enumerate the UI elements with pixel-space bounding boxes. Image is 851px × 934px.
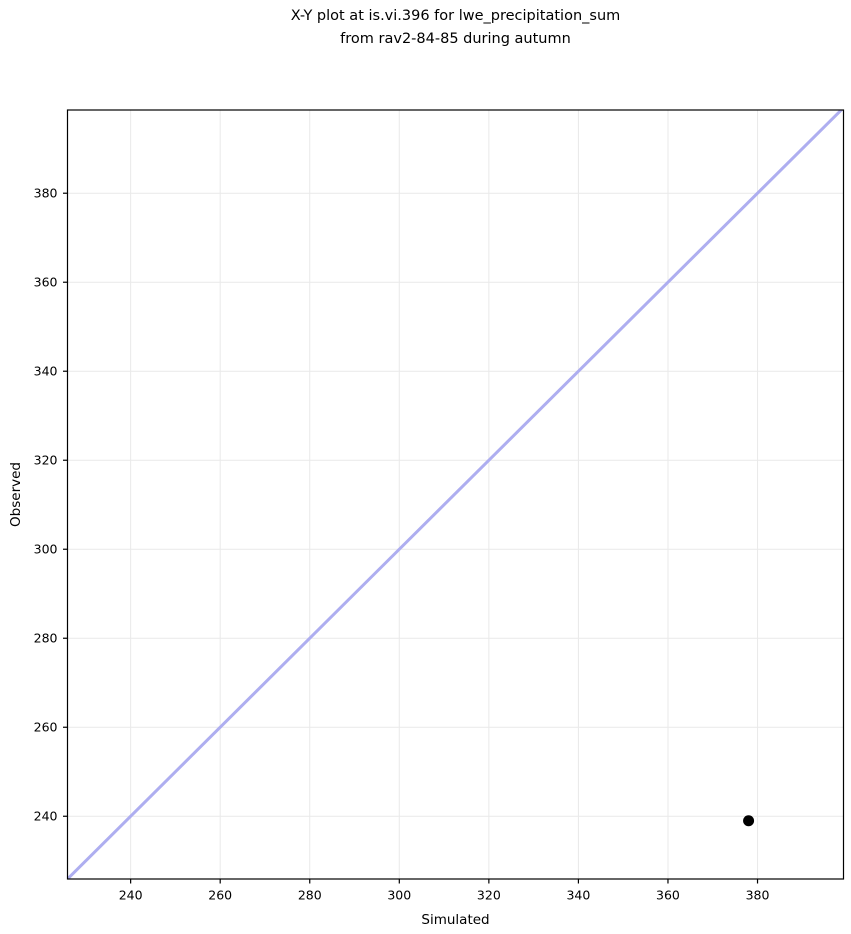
x-tick-label: 320 (477, 888, 501, 903)
y-tick-label: 360 (34, 275, 58, 290)
identity-line (67, 110, 844, 879)
y-tick-label: 240 (34, 809, 58, 824)
y-tick-label: 340 (34, 364, 58, 379)
x-tick-label: 380 (746, 888, 770, 903)
y-tick-label: 280 (34, 631, 58, 646)
x-tick-label: 300 (387, 888, 411, 903)
points-layer (743, 815, 755, 827)
x-tick-label: 280 (298, 888, 322, 903)
x-tick-label: 360 (656, 888, 680, 903)
y-axis-label: Observed (8, 462, 24, 527)
tick-labels-layer: 240 260 280 300 320 340 360 380 240 260 280 300 320 3… (34, 186, 770, 903)
chart-title-line-2: from rav2-84-85 during autumn (340, 31, 571, 47)
y-tick-label: 300 (34, 542, 58, 557)
x-axis-label: Simulated (421, 912, 489, 928)
x-tick-label: 340 (566, 888, 590, 903)
chart-title-line-1: X-Y plot at is.vi.396 for lwe_precipitat… (291, 8, 621, 24)
grid-layer (67, 110, 844, 879)
y-tick-label: 320 (34, 453, 58, 468)
x-tick-label: 260 (208, 888, 232, 903)
y-tick-label: 260 (34, 720, 58, 735)
x-tick-label: 240 (119, 888, 143, 903)
plot-border (66, 109, 845, 880)
data-point (743, 815, 755, 827)
tick-marks-layer (63, 192, 759, 884)
y-tick-label: 380 (34, 186, 58, 201)
